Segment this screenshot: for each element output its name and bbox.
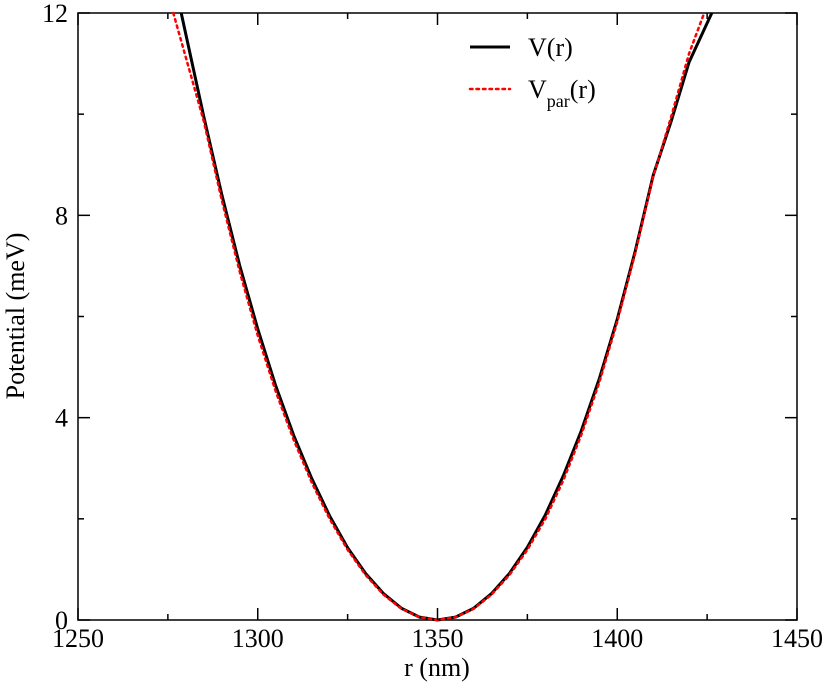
y-tick-label: 8 (55, 201, 68, 230)
legend-label: Vpar(r) (528, 75, 596, 111)
y-axis-ticks: 0 4 8 12 (42, 0, 797, 635)
legend: V(r) Vpar(r) (468, 33, 596, 111)
x-tick-label: 1400 (591, 624, 643, 653)
y-tick-label: 12 (42, 0, 68, 28)
y-tick-label: 0 (55, 606, 68, 635)
x-tick-label: 1350 (412, 624, 464, 653)
y-axis-label: Potential (meV) (1, 233, 30, 400)
x-axis-ticks: 1250 1300 1350 1400 1450 (52, 13, 823, 653)
series-line-vpar (172, 11, 706, 622)
plot-area (77, 11, 798, 622)
series-line-v (179, 12, 714, 622)
legend-label: V(r) (528, 33, 573, 62)
plot-frame (77, 12, 798, 621)
x-axis-label: r (nm) (404, 653, 470, 682)
x-tick-label: 1250 (52, 624, 104, 653)
y-tick-label: 4 (55, 404, 68, 433)
x-tick-label: 1450 (771, 624, 823, 653)
series-group (172, 11, 714, 622)
x-tick-label: 1300 (232, 624, 284, 653)
